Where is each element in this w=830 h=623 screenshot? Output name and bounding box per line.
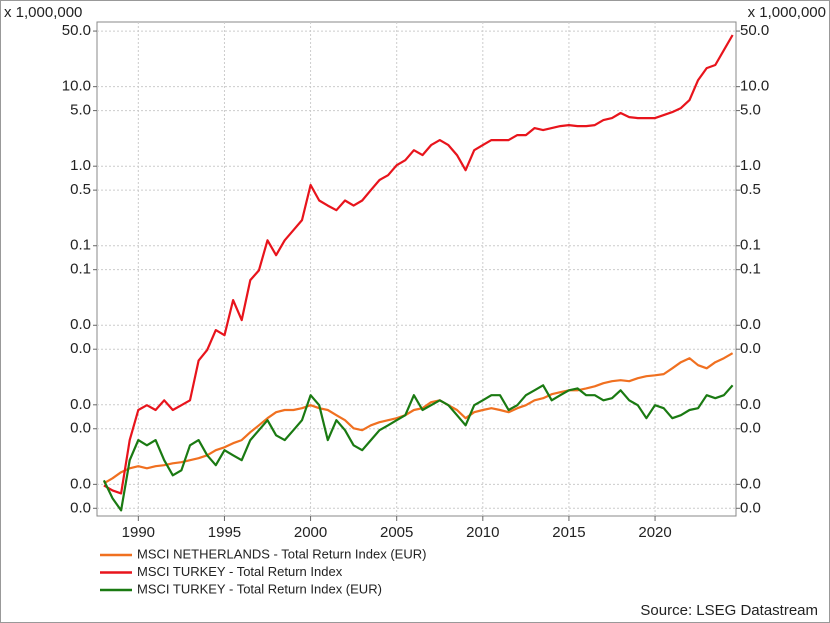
y-tick-label: 5.0 <box>70 102 91 119</box>
y2-tick-label: 0.0 <box>740 340 761 357</box>
x-tick-label: 2015 <box>552 524 585 541</box>
y2-tick-label: 0.0 <box>740 475 761 492</box>
y2-tick-label: 50.0 <box>740 22 769 39</box>
y2-tick-label: 0.0 <box>740 420 761 437</box>
y-unit-label-left: x 1,000,000 <box>4 4 82 21</box>
y2-tick-label: 10.0 <box>740 78 769 95</box>
y-unit-label-right: x 1,000,000 <box>748 4 826 21</box>
y-tick-label: 0.0 <box>70 316 91 333</box>
x-tick-label: 2005 <box>380 524 413 541</box>
legend-label: MSCI TURKEY - Total Return Index <box>137 564 343 579</box>
source-note: Source: LSEG Datastream <box>640 602 818 619</box>
y-tick-label: 10.0 <box>62 78 91 95</box>
y-tick-label: 0.0 <box>70 420 91 437</box>
x-tick-label: 2000 <box>294 524 327 541</box>
series-line <box>103 34 734 495</box>
series-line <box>102 384 734 512</box>
y2-tick-label: 0.0 <box>740 396 761 413</box>
y2-tick-label: 0.0 <box>740 316 761 333</box>
y-tick-label: 0.1 <box>70 261 91 278</box>
y2-tick-label: 0.1 <box>740 261 761 278</box>
y2-tick-label: 0.5 <box>740 181 761 198</box>
y-tick-label: 50.0 <box>62 22 91 39</box>
y-tick-label: 0.0 <box>70 499 91 516</box>
y2-tick-label: 1.0 <box>740 157 761 174</box>
x-tick-label: 2010 <box>466 524 499 541</box>
x-tick-label: 1990 <box>122 524 155 541</box>
series-line <box>103 352 734 485</box>
y2-tick-label: 0.0 <box>740 499 761 516</box>
y2-tick-label: 0.1 <box>740 237 761 254</box>
y-tick-label: 0.0 <box>70 396 91 413</box>
legend-label: MSCI TURKEY - Total Return Index (EUR) <box>137 581 382 596</box>
y-tick-label: 1.0 <box>70 157 91 174</box>
y-tick-label: 0.0 <box>70 340 91 357</box>
x-tick-label: 2020 <box>638 524 671 541</box>
legend-label: MSCI NETHERLANDS - Total Return Index (E… <box>137 546 426 561</box>
x-tick-label: 1995 <box>208 524 241 541</box>
y2-tick-label: 5.0 <box>740 102 761 119</box>
y-tick-label: 0.0 <box>70 475 91 492</box>
y-tick-label: 0.1 <box>70 237 91 254</box>
plot-area <box>96 21 737 517</box>
y-tick-label: 0.5 <box>70 181 91 198</box>
